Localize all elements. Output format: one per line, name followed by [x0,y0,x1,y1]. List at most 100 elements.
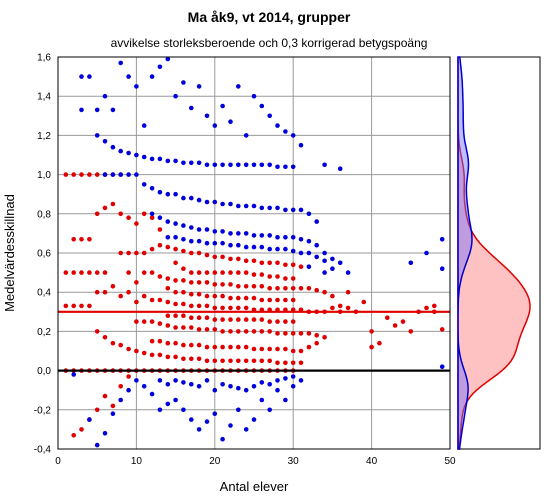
data-point [71,172,76,177]
data-point [181,313,186,319]
data-point [322,162,327,168]
data-point [314,340,320,346]
data-point [87,417,92,422]
data-point [228,231,233,236]
data-point [79,427,84,432]
data-point [126,150,131,156]
data-point [165,299,171,305]
data-point [275,235,280,240]
data-point [298,378,304,383]
y-tick-label: 0,6 [37,249,51,260]
data-point [204,419,210,424]
data-point [173,221,178,226]
data-point [204,270,210,275]
data-point [298,237,304,242]
data-point [173,158,178,164]
data-point [275,274,280,279]
chart-subtitle: avvikelse storleksberoende och 0,3 korri… [111,36,428,50]
data-point [102,172,108,177]
data-point [267,346,273,352]
data-point [228,317,233,322]
data-point [165,323,171,328]
data-point [102,289,108,295]
data-point [306,331,312,336]
data-point [439,327,445,332]
data-point [259,244,265,250]
data-point [181,380,186,385]
data-point [204,199,210,205]
data-point [267,162,273,168]
data-point [157,297,163,303]
data-point [228,344,233,350]
data-point [220,162,225,168]
data-point [87,270,92,275]
data-point [189,382,194,387]
data-point [181,266,186,272]
data-point [259,260,265,266]
data-point [212,229,218,234]
data-point [94,133,100,138]
data-point [181,195,186,201]
data-point [439,237,445,242]
data-point [236,84,241,89]
data-point [322,335,327,340]
data-point [228,384,233,389]
data-point [236,305,241,311]
data-point [283,297,288,303]
data-point [298,250,304,256]
data-point [212,387,218,393]
data-point [79,172,84,177]
data-point [267,319,273,324]
data-point [196,250,202,256]
data-point [134,172,139,177]
y-tick-label: 1,4 [37,92,51,103]
data-point [134,221,139,226]
data-point [314,254,320,260]
data-point [189,356,194,362]
data-point [228,329,233,334]
data-point [267,358,273,364]
data-point [243,162,249,168]
data-point [110,107,116,113]
data-point [220,382,225,387]
data-point [243,231,249,236]
data-point [110,340,116,346]
data-point [220,317,225,322]
data-point [204,293,210,299]
data-point [165,244,171,250]
data-point [134,280,139,285]
data-point [283,235,288,240]
data-point [267,205,273,211]
data-point [165,354,171,360]
data-point [71,237,76,242]
data-point [283,276,288,281]
data-point [314,333,320,338]
data-point [330,266,335,272]
data-point [189,291,194,297]
data-point [63,270,69,275]
data-point [220,270,225,275]
data-point [251,284,257,289]
data-point [298,264,304,270]
data-point [157,189,163,195]
data-point [220,103,225,109]
data-point [290,262,296,268]
data-point [204,240,210,246]
data-point [259,162,265,168]
data-point [94,172,100,177]
data-point [165,401,171,407]
data-point [71,270,76,275]
data-point [251,93,257,99]
data-point [259,346,265,352]
data-point [212,270,218,275]
data-point [275,387,280,393]
data-point [196,270,202,275]
data-point [314,242,320,248]
data-point [228,305,233,311]
data-point [204,378,210,383]
data-point [330,305,335,311]
data-point [173,340,178,346]
data-point [87,237,92,242]
data-point [369,329,374,334]
data-point [243,244,249,250]
